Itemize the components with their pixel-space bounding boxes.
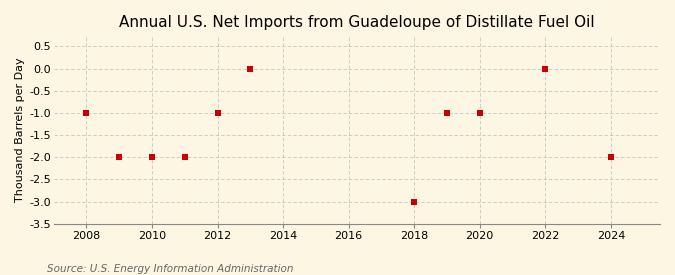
- Point: [245, 66, 256, 71]
- Point: [180, 155, 190, 160]
- Point: [475, 111, 485, 115]
- Point: [212, 111, 223, 115]
- Point: [605, 155, 616, 160]
- Text: Source: U.S. Energy Information Administration: Source: U.S. Energy Information Administ…: [47, 264, 294, 274]
- Point: [114, 155, 125, 160]
- Point: [441, 111, 452, 115]
- Point: [409, 199, 420, 204]
- Title: Annual U.S. Net Imports from Guadeloupe of Distillate Fuel Oil: Annual U.S. Net Imports from Guadeloupe …: [119, 15, 595, 30]
- Point: [146, 155, 157, 160]
- Y-axis label: Thousand Barrels per Day: Thousand Barrels per Day: [15, 57, 25, 202]
- Point: [540, 66, 551, 71]
- Point: [81, 111, 92, 115]
